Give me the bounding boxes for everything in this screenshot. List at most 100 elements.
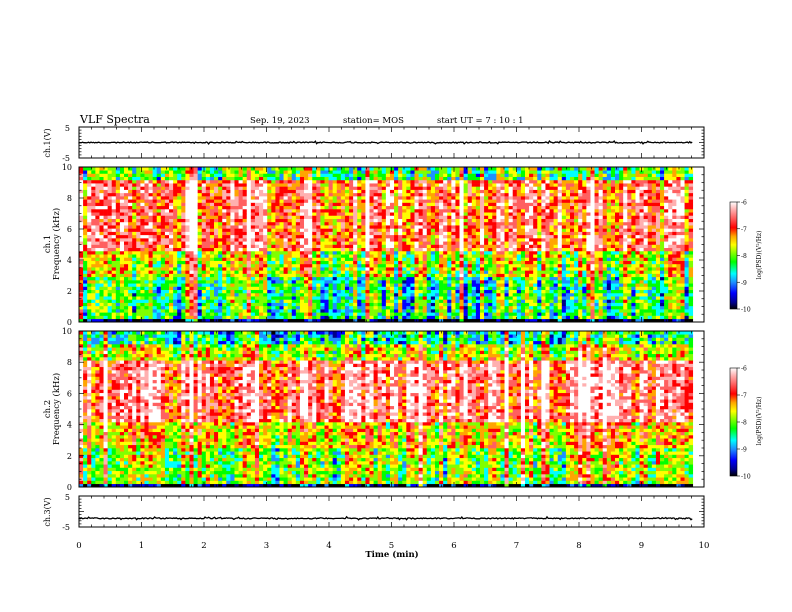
heatmap-cell <box>451 179 456 184</box>
heatmap-cell <box>259 312 264 316</box>
heatmap-cell <box>455 318 460 323</box>
heatmap-cell <box>316 309 321 313</box>
heatmap-cell <box>291 189 297 194</box>
heatmap-cell <box>250 225 256 229</box>
heatmap-cell <box>124 225 129 229</box>
heatmap-cell <box>434 318 440 323</box>
heatmap-cell <box>422 283 428 287</box>
heatmap-cell <box>434 280 440 284</box>
heatmap-cell <box>377 205 383 210</box>
heatmap-cell <box>148 183 153 187</box>
heatmap-cell <box>463 254 469 258</box>
heatmap-cell <box>226 296 231 300</box>
heatmap-cell <box>209 244 215 249</box>
heatmap-cell <box>439 276 444 281</box>
heatmap-cell <box>263 280 268 284</box>
heatmap-cell <box>422 189 428 194</box>
heatmap-cell <box>152 302 158 307</box>
heatmap-cell <box>230 205 235 210</box>
heatmap-cell <box>418 315 423 320</box>
heatmap-cell <box>320 280 325 284</box>
heatmap-cell <box>173 318 178 323</box>
heatmap-cell <box>332 234 338 239</box>
heatmap-cell <box>242 283 248 287</box>
heatmap-cell <box>455 202 460 207</box>
heatmap-cell <box>250 267 256 271</box>
heatmap-cell <box>124 215 129 219</box>
heatmap-cell <box>304 238 309 242</box>
heatmap-cell <box>242 176 248 181</box>
heatmap-cell <box>475 302 481 307</box>
heatmap-cell <box>234 221 239 226</box>
heatmap-cell <box>267 218 272 223</box>
heatmap-cell <box>205 263 211 268</box>
heatmap-cell <box>336 221 342 226</box>
heatmap-cell <box>475 221 481 226</box>
heatmap-cell <box>205 250 211 255</box>
heatmap-cell <box>324 231 329 236</box>
heatmap-cell <box>144 292 149 297</box>
heatmap-cell <box>259 225 264 229</box>
heatmap-cell <box>275 231 280 236</box>
heatmap-cell <box>169 315 174 320</box>
heatmap-cell <box>230 244 235 249</box>
heatmap-cell <box>463 257 469 261</box>
heatmap-cell <box>463 173 469 177</box>
heatmap-cell <box>152 176 158 181</box>
heatmap-cell <box>402 286 407 291</box>
heatmap-cell <box>234 167 239 171</box>
heatmap-cell <box>95 199 100 203</box>
heatmap-cell <box>422 254 428 258</box>
heatmap-cell <box>173 208 178 213</box>
heatmap-cell <box>304 205 309 210</box>
heatmap-cell <box>254 186 260 190</box>
heatmap-cell <box>148 179 153 184</box>
heatmap-cell <box>169 250 174 255</box>
heatmap-cell <box>201 267 207 271</box>
heatmap-cell <box>369 309 374 313</box>
heatmap-cell <box>304 254 309 258</box>
heatmap-cell <box>291 176 297 181</box>
heatmap-cell <box>259 247 264 252</box>
heatmap-cell <box>156 302 162 307</box>
heatmap-cell <box>144 231 149 236</box>
heatmap-cell <box>214 247 219 252</box>
heatmap-cell <box>234 292 239 297</box>
heatmap-cell <box>410 192 415 197</box>
heatmap-cell <box>475 238 481 242</box>
heatmap-cell <box>140 280 145 284</box>
heatmap-cell <box>218 250 223 255</box>
heatmap-cell <box>79 276 84 281</box>
heatmap-cell <box>238 202 243 207</box>
heatmap-cell <box>320 296 325 300</box>
heatmap-cell <box>148 221 153 226</box>
heatmap-cell <box>242 286 248 291</box>
heatmap-cell <box>394 254 399 258</box>
heatmap-cell <box>361 208 366 213</box>
heatmap-cell <box>205 267 211 271</box>
heatmap-cell <box>414 280 419 284</box>
heatmap-cell <box>488 296 493 300</box>
heatmap-cell <box>418 312 423 316</box>
heatmap-cell <box>332 270 338 274</box>
heatmap-cell <box>181 305 186 310</box>
heatmap-cell <box>357 309 362 313</box>
heatmap-cell <box>316 250 321 255</box>
heatmap-cell <box>95 167 100 171</box>
heatmap-cell <box>434 283 440 287</box>
heatmap-cell <box>132 267 137 271</box>
heatmap-cell <box>443 186 448 190</box>
heatmap-cell <box>169 296 174 300</box>
heatmap-cell <box>193 202 198 207</box>
heatmap-cell <box>447 260 452 265</box>
heatmap-cell <box>226 173 231 177</box>
heatmap-cell <box>475 173 481 177</box>
heatmap-cell <box>320 247 325 252</box>
heatmap-cell <box>169 312 174 316</box>
heatmap-cell <box>377 170 383 174</box>
heatmap-cell <box>99 192 104 197</box>
heatmap-cell <box>197 208 203 213</box>
heatmap-cell <box>414 179 419 184</box>
heatmap-cell <box>373 302 378 307</box>
heatmap-cell <box>422 302 428 307</box>
